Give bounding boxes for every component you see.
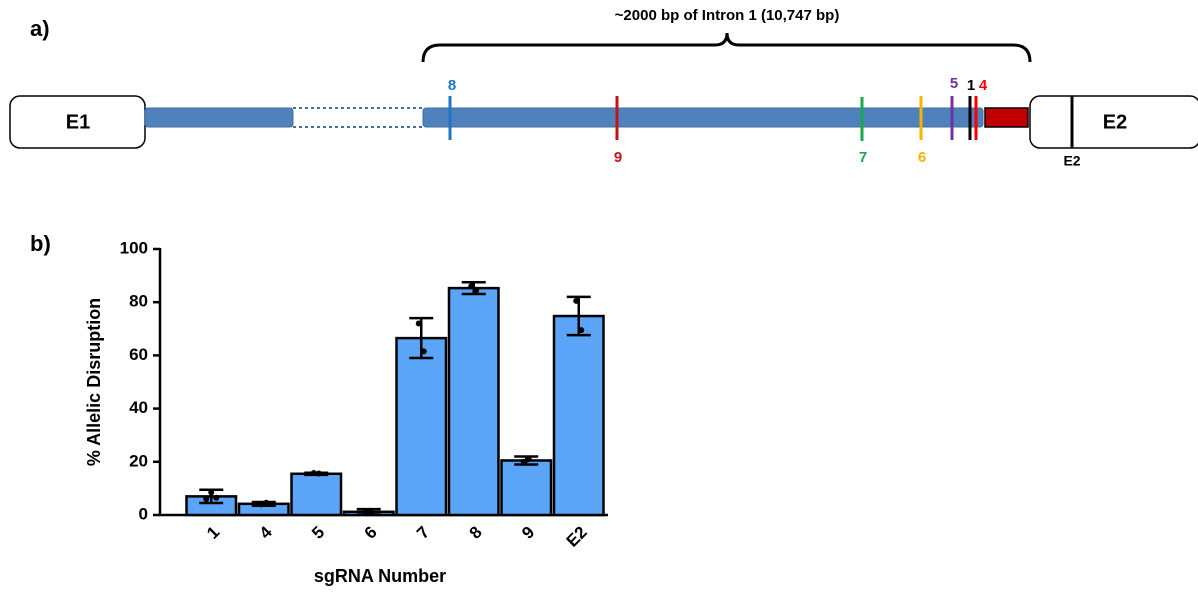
- panel-label: a): [30, 16, 50, 41]
- error-bar: [461, 281, 486, 296]
- x-tick-label: 7: [413, 523, 433, 543]
- bar: [500, 459, 553, 517]
- guide-label: 6: [918, 149, 926, 166]
- x-tick-label: 9: [518, 523, 538, 543]
- x-tick-label: 5: [308, 523, 328, 543]
- red-segment: [984, 107, 1029, 128]
- data-point: [208, 489, 215, 496]
- intron-bar: [422, 107, 984, 128]
- data-point: [310, 469, 317, 476]
- intron-bar: [144, 107, 294, 128]
- y-tick-label: 40: [129, 398, 148, 417]
- x-tick-label: E2: [563, 523, 591, 551]
- data-point: [468, 283, 475, 290]
- data-point: [520, 458, 527, 465]
- y-tick-label: 100: [120, 238, 148, 257]
- data-point: [203, 496, 210, 503]
- data-point: [525, 456, 532, 463]
- guide-label: 7: [859, 149, 867, 166]
- bar: [447, 286, 500, 517]
- guide-label: 5: [950, 75, 958, 92]
- x-tick-label: 1: [203, 523, 223, 543]
- y-tick-label: 80: [129, 292, 148, 311]
- exon-marker-label: E2: [1063, 153, 1080, 169]
- x-tick-label: 4: [256, 522, 277, 543]
- guide-label: 1: [967, 77, 975, 94]
- data-point: [473, 287, 480, 294]
- bar: [290, 472, 343, 517]
- x-tick-label: 8: [466, 523, 486, 543]
- data-point: [573, 297, 580, 304]
- data-point: [420, 348, 427, 355]
- x-tick-label: 6: [361, 523, 381, 543]
- data-point: [315, 470, 322, 477]
- y-tick-label: 20: [129, 451, 148, 470]
- brace: [421, 32, 1032, 63]
- guide-label: 9: [614, 149, 622, 166]
- y-tick-label: 0: [139, 504, 148, 523]
- diagram-title: ~2000 bp of Intron 1 (10,747 bp): [615, 7, 840, 24]
- guide-label: 4: [979, 77, 988, 94]
- data-point: [263, 499, 270, 506]
- y-tick-label: 60: [129, 345, 148, 364]
- panel-label: b): [30, 231, 51, 256]
- data-point: [578, 327, 585, 334]
- y-axis-label: % Allelic Disruption: [84, 298, 104, 466]
- data-point: [213, 494, 220, 501]
- exon-label: E1: [66, 111, 90, 133]
- data-point: [368, 509, 375, 516]
- x-axis-label: sgRNA Number: [314, 566, 446, 586]
- data-point: [363, 508, 370, 515]
- data-point: [258, 501, 265, 508]
- data-point: [415, 320, 422, 327]
- bar: [395, 336, 448, 517]
- bar: [552, 314, 605, 517]
- exon-label: E2: [1103, 111, 1127, 133]
- guide-label: 8: [448, 77, 456, 94]
